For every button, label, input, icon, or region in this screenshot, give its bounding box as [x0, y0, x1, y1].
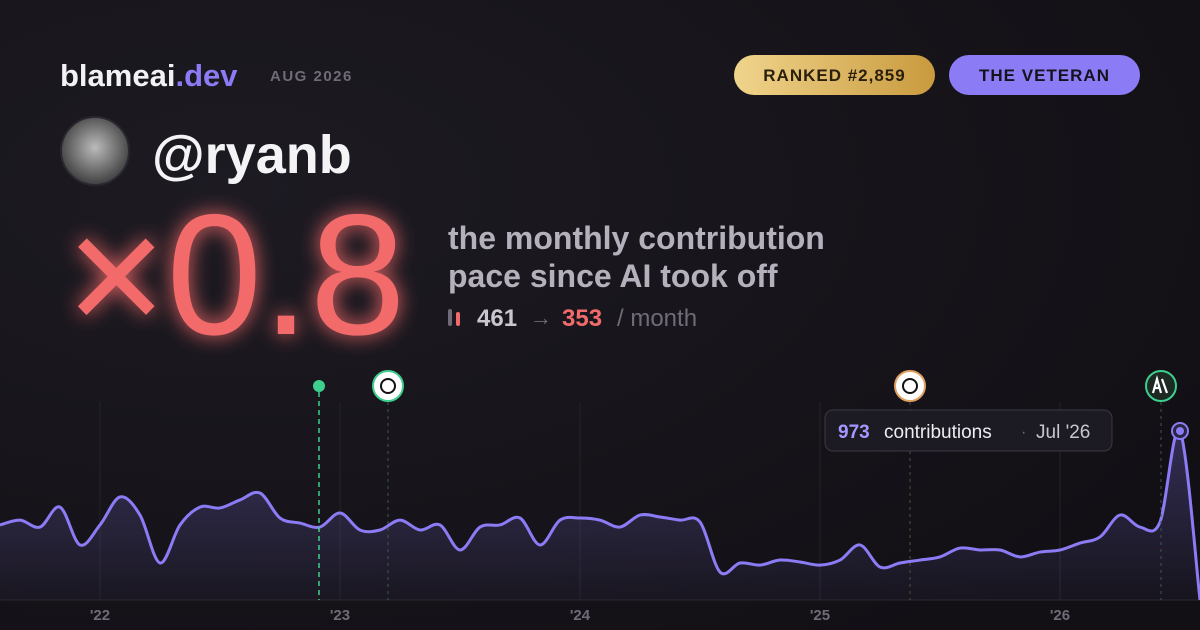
tooltip: [824, 409, 1113, 452]
rank-text: RANKED #2,859: [763, 66, 905, 85]
avatar: [60, 116, 130, 186]
multiplier: ×0.8: [66, 179, 406, 371]
pace-unit: / month: [617, 305, 697, 332]
headline-line: the monthly contribution: [448, 220, 825, 256]
pace-arrow: →: [530, 305, 552, 330]
anthropic-glyph: [1151, 374, 1169, 394]
headline-line: pace since AI took off: [448, 258, 778, 294]
pace-after: 353: [562, 305, 602, 332]
openai-icon: [372, 370, 404, 402]
x-tick-label: '23: [330, 607, 350, 624]
date: AUG 2026: [270, 68, 353, 85]
openai-icon: [894, 370, 926, 402]
tooltip-value: 973: [838, 422, 870, 443]
pace-icon: [448, 309, 452, 326]
tooltip-unit: contributions: [884, 422, 992, 443]
persona-badge: [949, 55, 1140, 95]
x-tick-label: '26: [1050, 607, 1070, 624]
x-tick-label: '24: [570, 607, 591, 624]
openai-glyph: [902, 378, 918, 394]
event-markers: [313, 370, 1177, 600]
persona-text: THE VETERAN: [979, 66, 1110, 85]
area: [0, 429, 1200, 600]
rank-badge: [734, 55, 935, 95]
x-tick-label: '25: [810, 607, 830, 624]
brand-tld: .dev: [175, 58, 238, 93]
anthropic-icon: [1145, 370, 1177, 402]
brand: blameai.dev: [60, 58, 238, 93]
chart: '22 '23 '24 '25 '26: [0, 402, 1200, 624]
brand-name: blameai: [60, 58, 175, 93]
tooltip-separator: ·: [1021, 424, 1026, 441]
peak-dot: [1176, 427, 1184, 436]
event-dot: [313, 380, 325, 392]
handle: @ryanb: [152, 125, 352, 185]
tooltip-date: Jul '26: [1036, 422, 1090, 443]
openai-glyph: [380, 378, 396, 394]
pace-before: 461: [477, 305, 517, 332]
pace-icon: [456, 312, 460, 326]
x-tick-label: '22: [90, 607, 110, 624]
line: [0, 428, 1200, 601]
